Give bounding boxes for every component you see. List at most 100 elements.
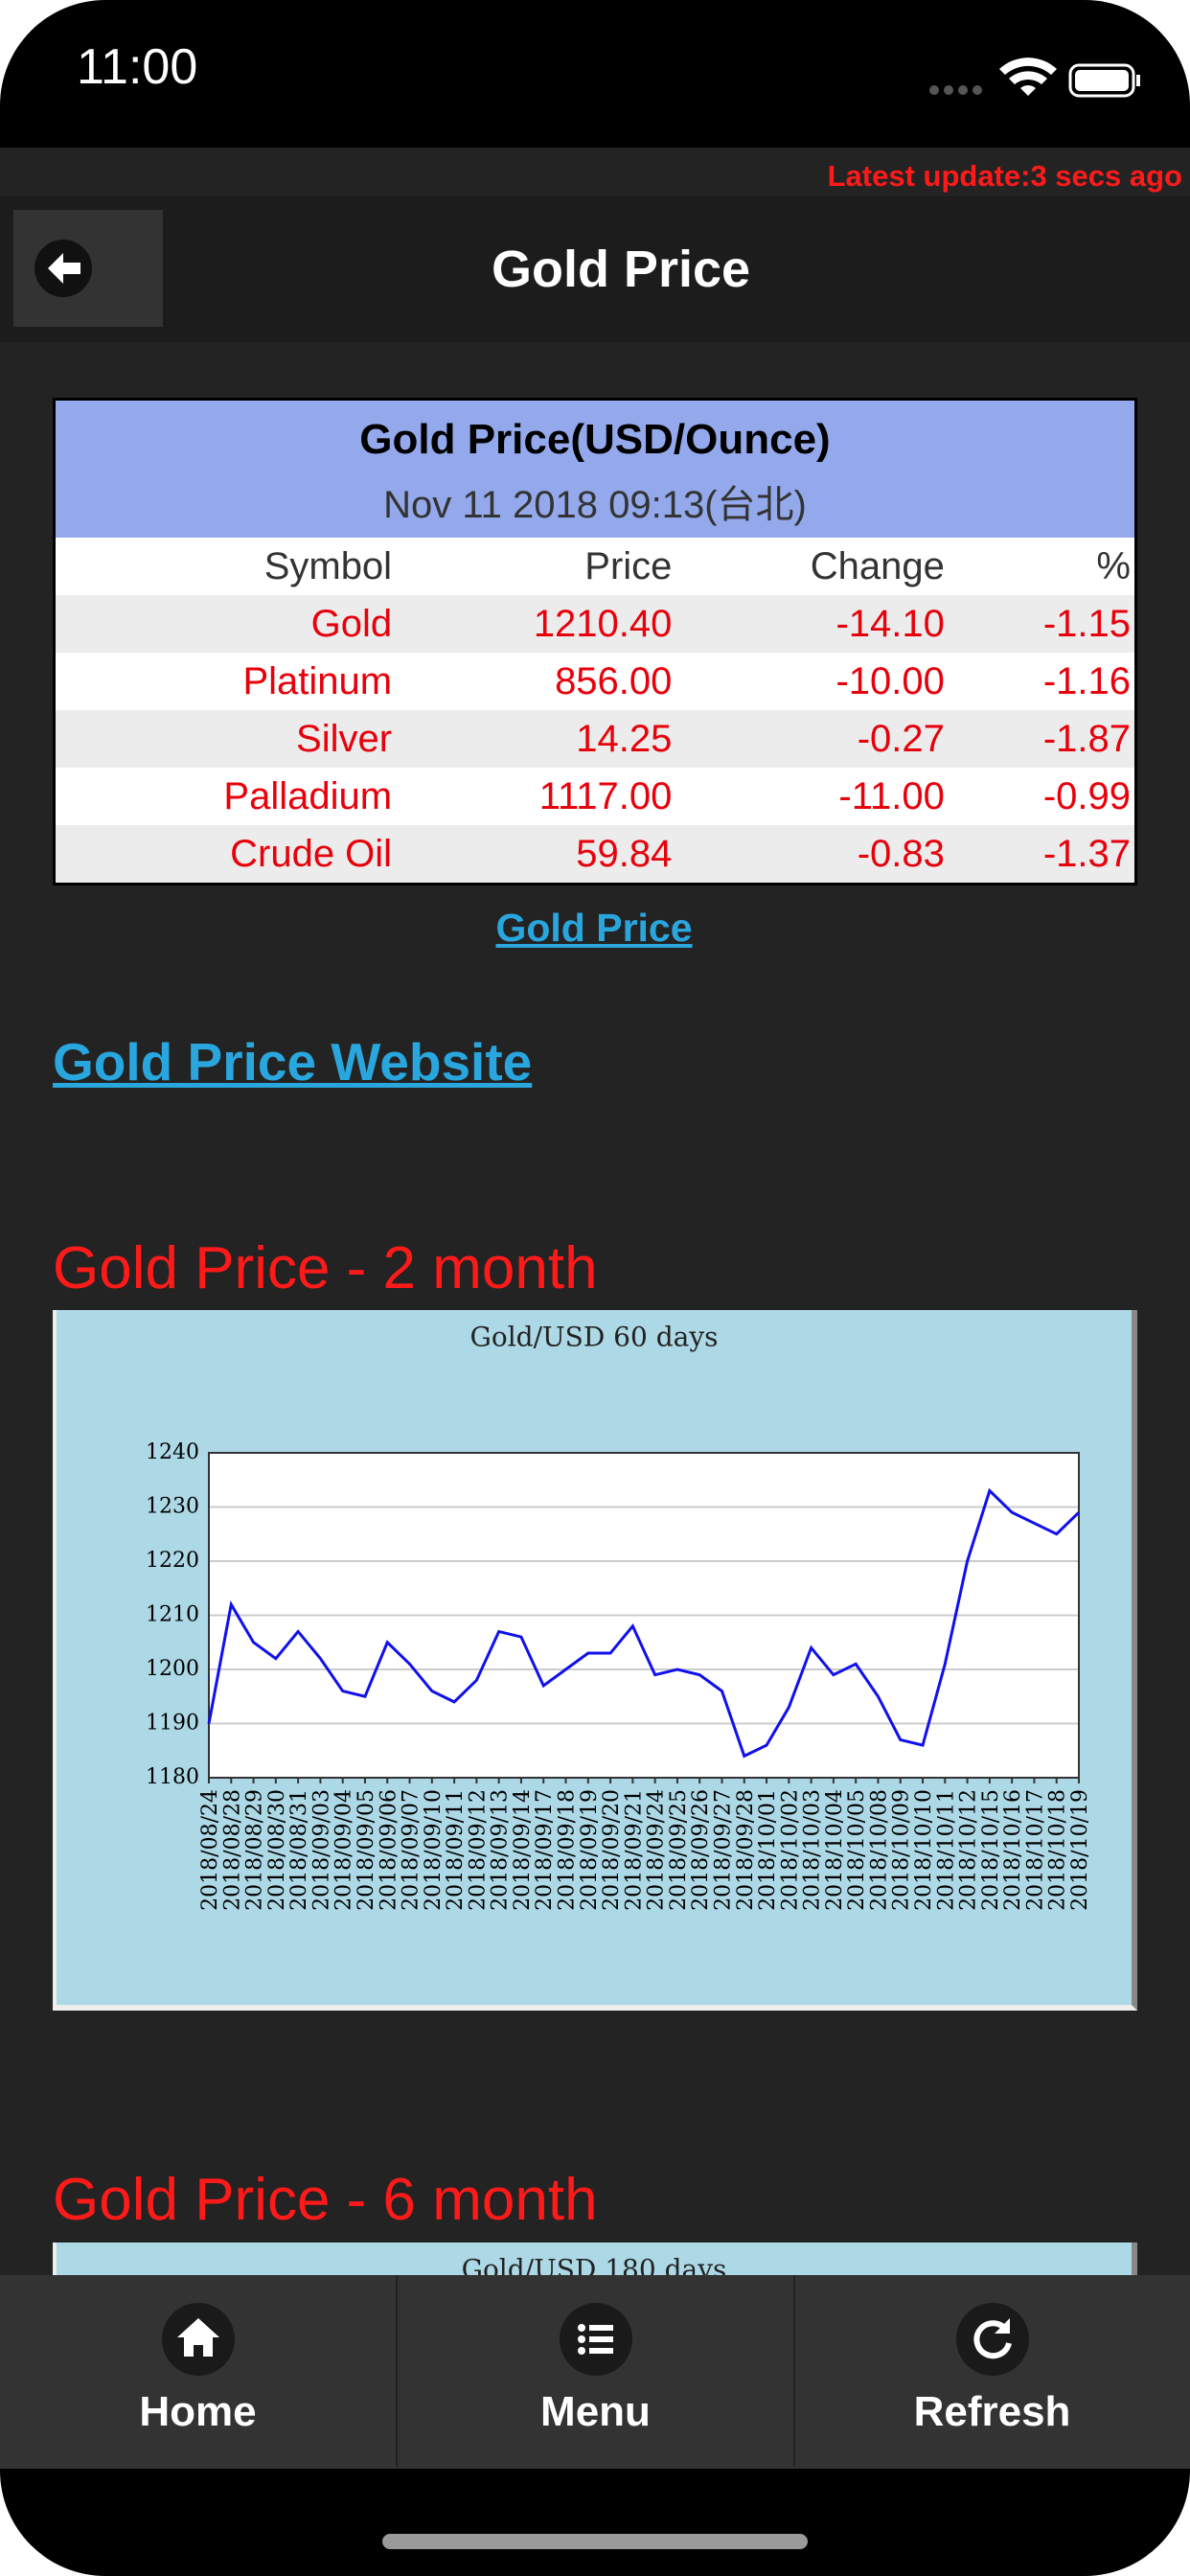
x-tick-label: 2018/09/20 [600, 1789, 624, 1911]
x-tick-label: 2018/09/12 [466, 1789, 490, 1911]
table-row: Palladium 1117.00 -11.00 -0.99 [56, 768, 1134, 825]
section-heading: Gold Price - 6 month [53, 2167, 598, 2233]
x-tick-label: 2018/09/25 [667, 1789, 691, 1911]
x-tick-label: 2018/10/04 [823, 1789, 847, 1911]
status-time: 11:00 [77, 39, 198, 95]
table-cell: Crude Oil [230, 832, 393, 875]
table-cell: -0.99 [1042, 774, 1131, 817]
x-tick-label: 2018/09/27 [711, 1789, 735, 1911]
chart-box: Gold/USD 60 days 1180 1190 1200 1210 1220 1230… [53, 1310, 1137, 2011]
table-header-row: Symbol Price Change% [56, 538, 1134, 595]
table-cell: Silver [296, 717, 393, 760]
x-tick-label: 2018/10/02 [778, 1789, 802, 1911]
y-tick-label: 1200 [146, 1657, 199, 1681]
y-tick-label: 1190 [146, 1712, 199, 1736]
table-cell: -1.16 [1042, 659, 1131, 702]
table-cell: -1.87 [1042, 717, 1131, 760]
x-tick-label: 2018/08/30 [265, 1789, 289, 1911]
table-cell: 1210.40 [533, 602, 673, 645]
x-tick-label: 2018/10/12 [957, 1789, 981, 1911]
column-header: Change [810, 544, 945, 587]
menu-icon [559, 2303, 632, 2376]
table-cell: -1.37 [1042, 832, 1131, 875]
table-row: Silver 14.25 -0.27 -1.87 [56, 710, 1134, 768]
section-heading: Gold Price - 2 month [53, 1235, 598, 1301]
nav-bar [0, 196, 1190, 342]
x-tick-label: 2018/08/31 [287, 1789, 311, 1911]
x-tick-label: 2018/09/06 [377, 1789, 400, 1911]
tab-label: Refresh [913, 2388, 1071, 2435]
status-icons [929, 58, 1140, 98]
table-cell: Platinum [242, 659, 393, 702]
x-tick-label: 2018/09/14 [511, 1789, 535, 1911]
x-tick-label: 2018/10/15 [979, 1789, 1003, 1911]
x-tick-label: 2018/09/03 [309, 1789, 333, 1911]
tab-menu[interactable]: Menu [398, 2275, 795, 2467]
table-cell: 14.25 [576, 717, 673, 760]
table-header: Gold Price(USD/Ounce) Nov 11 2018 09:13(… [56, 401, 1134, 538]
y-tick-label: 1230 [146, 1495, 199, 1519]
table-row: Platinum 856.00 -10.00 -1.16 [56, 653, 1134, 710]
x-tick-label: 2018/09/10 [422, 1789, 446, 1911]
x-tick-label: 2018/08/29 [243, 1789, 267, 1911]
x-tick-label: 2018/09/13 [489, 1789, 513, 1911]
table-cell: Gold [310, 602, 393, 645]
column-header: Price [584, 544, 673, 587]
x-tick-label: 2018/09/21 [622, 1789, 646, 1911]
tab-bar: Home Menu Refresh [0, 2275, 1190, 2469]
x-tick-label: 2018/10/08 [867, 1789, 891, 1911]
table-cell: -1.15 [1042, 602, 1131, 645]
price-table: Gold Price(USD/Ounce) Nov 11 2018 09:13(… [53, 398, 1137, 886]
table-cell: -10.00 [835, 659, 945, 702]
x-tick-label: 2018/09/18 [556, 1789, 580, 1911]
x-tick-label: 2018/10/01 [756, 1789, 780, 1911]
table-cell: -0.27 [857, 717, 945, 760]
table-cell: 1117.00 [538, 774, 673, 817]
x-tick-label: 2018/10/09 [890, 1789, 914, 1911]
back-icon [34, 240, 92, 297]
table-cell: -0.83 [857, 832, 945, 875]
home-indicator [382, 2534, 808, 2549]
x-tick-label: 2018/09/17 [533, 1789, 557, 1911]
notch [291, 0, 899, 91]
tab-home[interactable]: Home [0, 2275, 398, 2467]
table-cell: 856.00 [555, 659, 673, 702]
tab-label: Home [139, 2388, 257, 2435]
y-tick-label: 1240 [146, 1440, 199, 1464]
table-cell: -14.10 [835, 602, 945, 645]
y-tick-label: 1220 [146, 1549, 199, 1573]
plot-border [208, 1452, 1080, 1779]
x-tick-label: 2018/09/11 [444, 1789, 468, 1911]
x-tick-label: 2018/09/24 [645, 1789, 669, 1911]
x-tick-label: 2018/08/24 [198, 1789, 222, 1911]
table-row: Crude Oil 59.84 -0.83 -1.37 [56, 825, 1134, 883]
x-tick-label: 2018/09/05 [355, 1789, 378, 1911]
website-link[interactable]: Gold Price Website [53, 1032, 533, 1092]
update-label: Latest update:3 secs ago [827, 159, 1182, 193]
x-tick-label: 2018/10/17 [1023, 1789, 1047, 1911]
refresh-icon [955, 2303, 1029, 2376]
x-tick-label: 2018/09/26 [689, 1789, 713, 1911]
y-tick-label: 1180 [146, 1765, 199, 1789]
table-cell: Palladium [223, 774, 393, 817]
x-tick-label: 2018/10/16 [1001, 1789, 1025, 1911]
gold-price-link[interactable]: Gold Price [495, 906, 693, 950]
y-tick-label: 1210 [146, 1603, 199, 1627]
table-title: Gold Price(USD/Ounce) [359, 416, 831, 463]
table-date: Nov 11 2018 09:13(台北) [383, 484, 807, 526]
tab-label: Menu [540, 2388, 651, 2435]
tab-refresh[interactable]: Refresh [794, 2275, 1190, 2467]
x-tick-label: 2018/10/10 [912, 1789, 936, 1911]
home-icon [161, 2303, 235, 2376]
chart: Gold/USD 60 days 1180 1190 1200 1210 1220 1230… [146, 1322, 1092, 1911]
x-tick-label: 2018/10/19 [1068, 1789, 1092, 1911]
table-body: Symbol Price Change% Gold 1210.40 -14.10 -1.15… [56, 538, 1134, 883]
back-button[interactable] [13, 210, 163, 327]
x-tick-label: 2018/10/05 [845, 1789, 869, 1911]
x-tick-label: 2018/10/18 [1046, 1789, 1070, 1911]
chart-title: Gold/USD 60 days [470, 1322, 719, 1353]
x-tick-label: 2018/09/04 [332, 1789, 356, 1911]
x-tick-label: 2018/09/07 [400, 1789, 423, 1911]
price-line [207, 1487, 1081, 1759]
